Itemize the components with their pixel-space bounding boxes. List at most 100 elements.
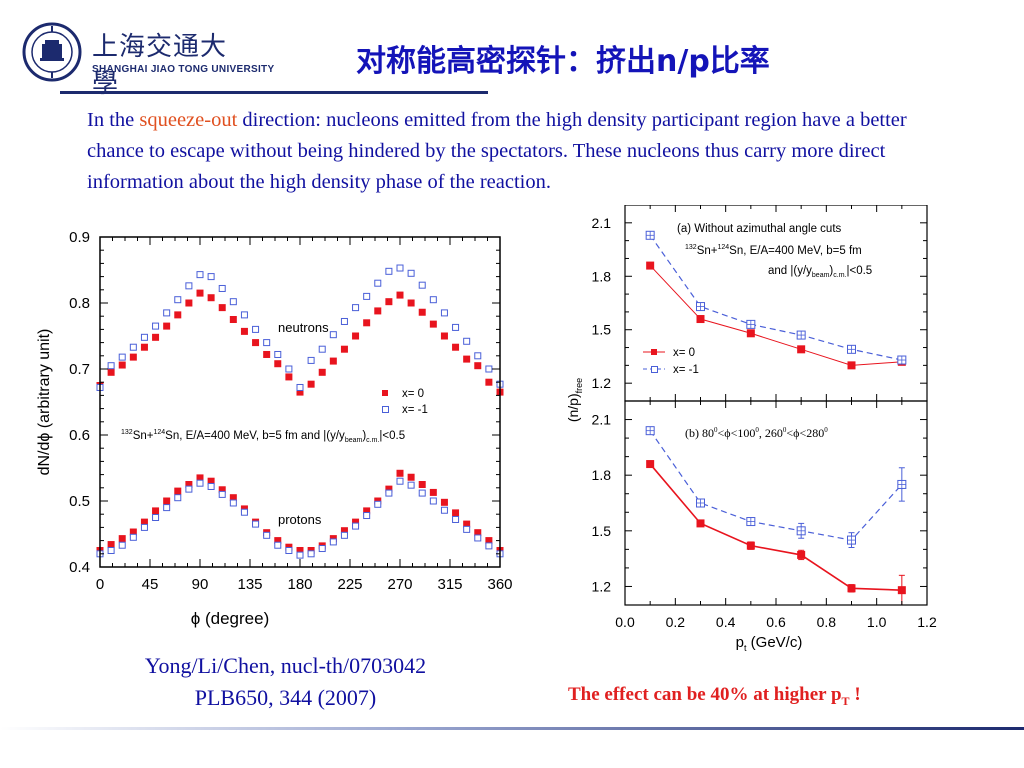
data-point-x-1-neutrons xyxy=(152,322,160,330)
y-axis-label-sub: free xyxy=(574,378,584,394)
data-point-x-1-neutrons xyxy=(396,264,404,272)
panel-b-data-point-x0 xyxy=(646,460,655,469)
body-text-rest: direction: nucleons emitted from the hig… xyxy=(87,109,907,193)
panel-b-data-point-x0 xyxy=(897,586,906,595)
data-point-x0-neutrons xyxy=(363,319,371,327)
data-point-x0-neutrons xyxy=(107,368,115,376)
data-point-x-1-protons xyxy=(252,520,260,528)
data-point-x0-protons xyxy=(174,487,182,495)
panel-a-caption: (a) Without azimuthal angle cuts xyxy=(677,223,842,235)
data-point-x-1-protons xyxy=(140,523,148,531)
legend-label-x0: x= 0 xyxy=(402,388,424,400)
panel-b-series-line-x0 xyxy=(649,463,902,591)
data-point-x-1-protons xyxy=(152,514,160,521)
data-point-x-1-protons xyxy=(307,550,315,558)
footer-line xyxy=(0,727,1024,730)
neutrons-label: neutrons xyxy=(278,320,329,335)
reaction-cm-sub: c.m. xyxy=(366,437,379,444)
x-tick-label: 0.4 xyxy=(716,614,736,630)
data-point-x-1-neutrons xyxy=(318,345,326,353)
data-point-x0-protons xyxy=(129,528,137,536)
x-tick-label: 180 xyxy=(287,576,312,593)
panel-b-caption-part4: <ϕ<280 xyxy=(786,426,824,440)
data-point-x0-neutrons xyxy=(285,373,293,381)
data-point-x0-neutrons xyxy=(274,360,282,368)
data-point-x0-protons xyxy=(274,537,282,545)
data-point-x-1-protons xyxy=(229,499,237,507)
data-point-x-1-neutrons xyxy=(140,333,148,341)
data-point-x0-protons xyxy=(152,507,160,515)
data-point-x0-protons xyxy=(185,481,193,488)
data-point-x0-neutrons xyxy=(329,357,337,365)
data-point-x0-neutrons xyxy=(218,304,226,312)
protons-label: protons xyxy=(278,512,322,527)
data-point-x-1-neutrons xyxy=(129,343,137,351)
data-point-x-1-neutrons xyxy=(274,350,282,358)
data-point-x0-protons xyxy=(296,547,304,554)
reaction-annotation: 132Sn+124Sn, E/A=400 MeV, b=5 fm and |(y… xyxy=(121,429,405,444)
reaction-sn-plus: Sn+ xyxy=(133,430,154,442)
data-point-x0-neutrons xyxy=(152,333,160,341)
panel-b-degree-3: 0 xyxy=(783,426,787,434)
data-point-x0-neutrons xyxy=(140,343,148,351)
y-tick-label: 0.9 xyxy=(69,229,90,246)
panel-b-y-tick-label: 2.1 xyxy=(592,412,612,428)
data-point-x-1-protons xyxy=(340,531,348,539)
panel-b-degree-1: 0 xyxy=(714,426,718,434)
data-point-x0-protons xyxy=(429,488,437,496)
panel-a-series-line-x-1 xyxy=(649,234,902,361)
effect-note: The effect can be 40% at higher pT ! xyxy=(568,684,861,709)
data-point-x0-neutrons xyxy=(196,289,204,297)
panel-a-mass-132: 132 xyxy=(685,244,697,251)
chart-background xyxy=(555,205,950,660)
data-point-x-1-protons xyxy=(129,533,137,541)
data-point-x0-protons xyxy=(463,520,471,528)
data-point-x-1-neutrons xyxy=(352,304,360,312)
data-point-x-1-neutrons xyxy=(263,339,271,347)
data-point-x-1-neutrons xyxy=(185,282,193,290)
data-point-x0-protons xyxy=(396,469,404,477)
x-tick-label: 0.6 xyxy=(766,614,786,630)
data-point-x-1-neutrons xyxy=(452,323,460,331)
data-point-x-1-neutrons xyxy=(174,296,182,304)
title-underline xyxy=(60,91,488,94)
y-axis-label: (n/p)free xyxy=(565,378,584,422)
data-point-x0-neutrons xyxy=(407,299,415,307)
data-point-x-1-protons xyxy=(385,489,393,497)
x-axis-label-unit: (GeV/c) xyxy=(747,634,803,651)
data-point-x-1-protons xyxy=(418,489,426,497)
x-tick-label: 45 xyxy=(142,576,159,593)
logo-chinese-name: 上海交通大學 xyxy=(92,32,228,99)
logo-english-name: SHANGHAI JIAO TONG UNIVERSITY xyxy=(92,64,275,75)
slide-title: 对称能高密探针：挤出n/p比率 xyxy=(356,44,770,79)
data-point-x0-neutrons xyxy=(174,311,182,319)
data-point-x-1-neutrons xyxy=(474,352,482,360)
data-point-x-1-neutrons xyxy=(296,383,304,391)
data-point-x-1-neutrons xyxy=(407,269,415,277)
reaction-mass-132: 132 xyxy=(121,429,133,436)
data-point-x0-protons xyxy=(363,507,371,515)
data-point-x0-neutrons xyxy=(263,350,271,358)
data-point-x0-protons xyxy=(352,518,360,526)
data-point-x-1-protons xyxy=(407,481,415,489)
panel-a-rapidity-start: and |(y/y xyxy=(768,265,812,277)
y-tick-label: 0.4 xyxy=(69,559,90,576)
panel-a-y-tick-label: 1.5 xyxy=(592,322,612,338)
panel-a-data-point-x0 xyxy=(696,315,705,324)
panel-b-degree-2: 0 xyxy=(755,426,759,434)
data-point-x-1-protons xyxy=(240,508,248,516)
panel-a-reaction: 132Sn+124Sn, E/A=400 MeV, b=5 fm xyxy=(685,244,862,257)
y-tick-label: 0.5 xyxy=(69,493,90,510)
data-point-x-1-protons xyxy=(374,500,382,508)
x-axis-label-main: p xyxy=(736,634,744,651)
data-point-x0-neutrons xyxy=(207,294,215,302)
data-point-x0-neutrons xyxy=(352,332,360,340)
data-point-x-1-protons xyxy=(485,542,493,550)
data-point-x-1-protons xyxy=(185,485,193,493)
panel-a-beam-sub: beam xyxy=(812,272,830,279)
data-point-x0-neutrons xyxy=(129,353,137,361)
data-point-x0-neutrons xyxy=(474,362,482,370)
data-point-x-1-neutrons xyxy=(307,356,315,364)
panel-a-rapidity-cut: |<0.5 xyxy=(847,265,873,277)
data-point-x-1-protons xyxy=(263,531,271,539)
